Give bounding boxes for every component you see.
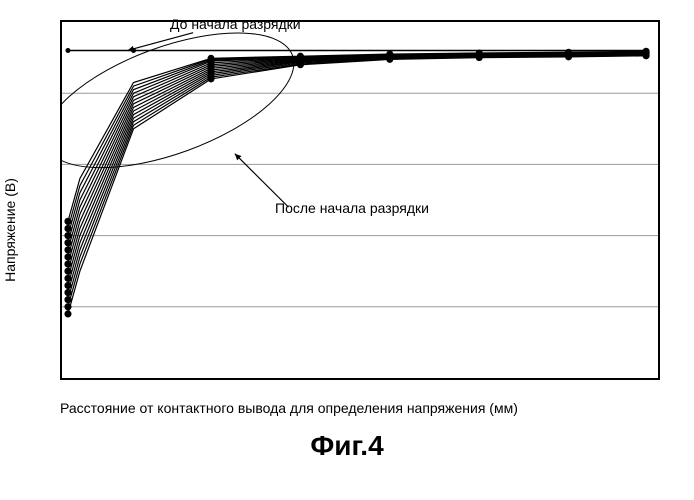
label-after-discharge: После начала разрядки <box>275 200 429 216</box>
chart-container: Напряжение (В) До начала разрядки После … <box>20 20 674 440</box>
figure-caption: Фиг.4 <box>20 430 674 462</box>
y-axis-label: Напряжение (В) <box>2 178 18 282</box>
x-axis-label: Расстояние от контактного вывода для опр… <box>60 400 660 416</box>
